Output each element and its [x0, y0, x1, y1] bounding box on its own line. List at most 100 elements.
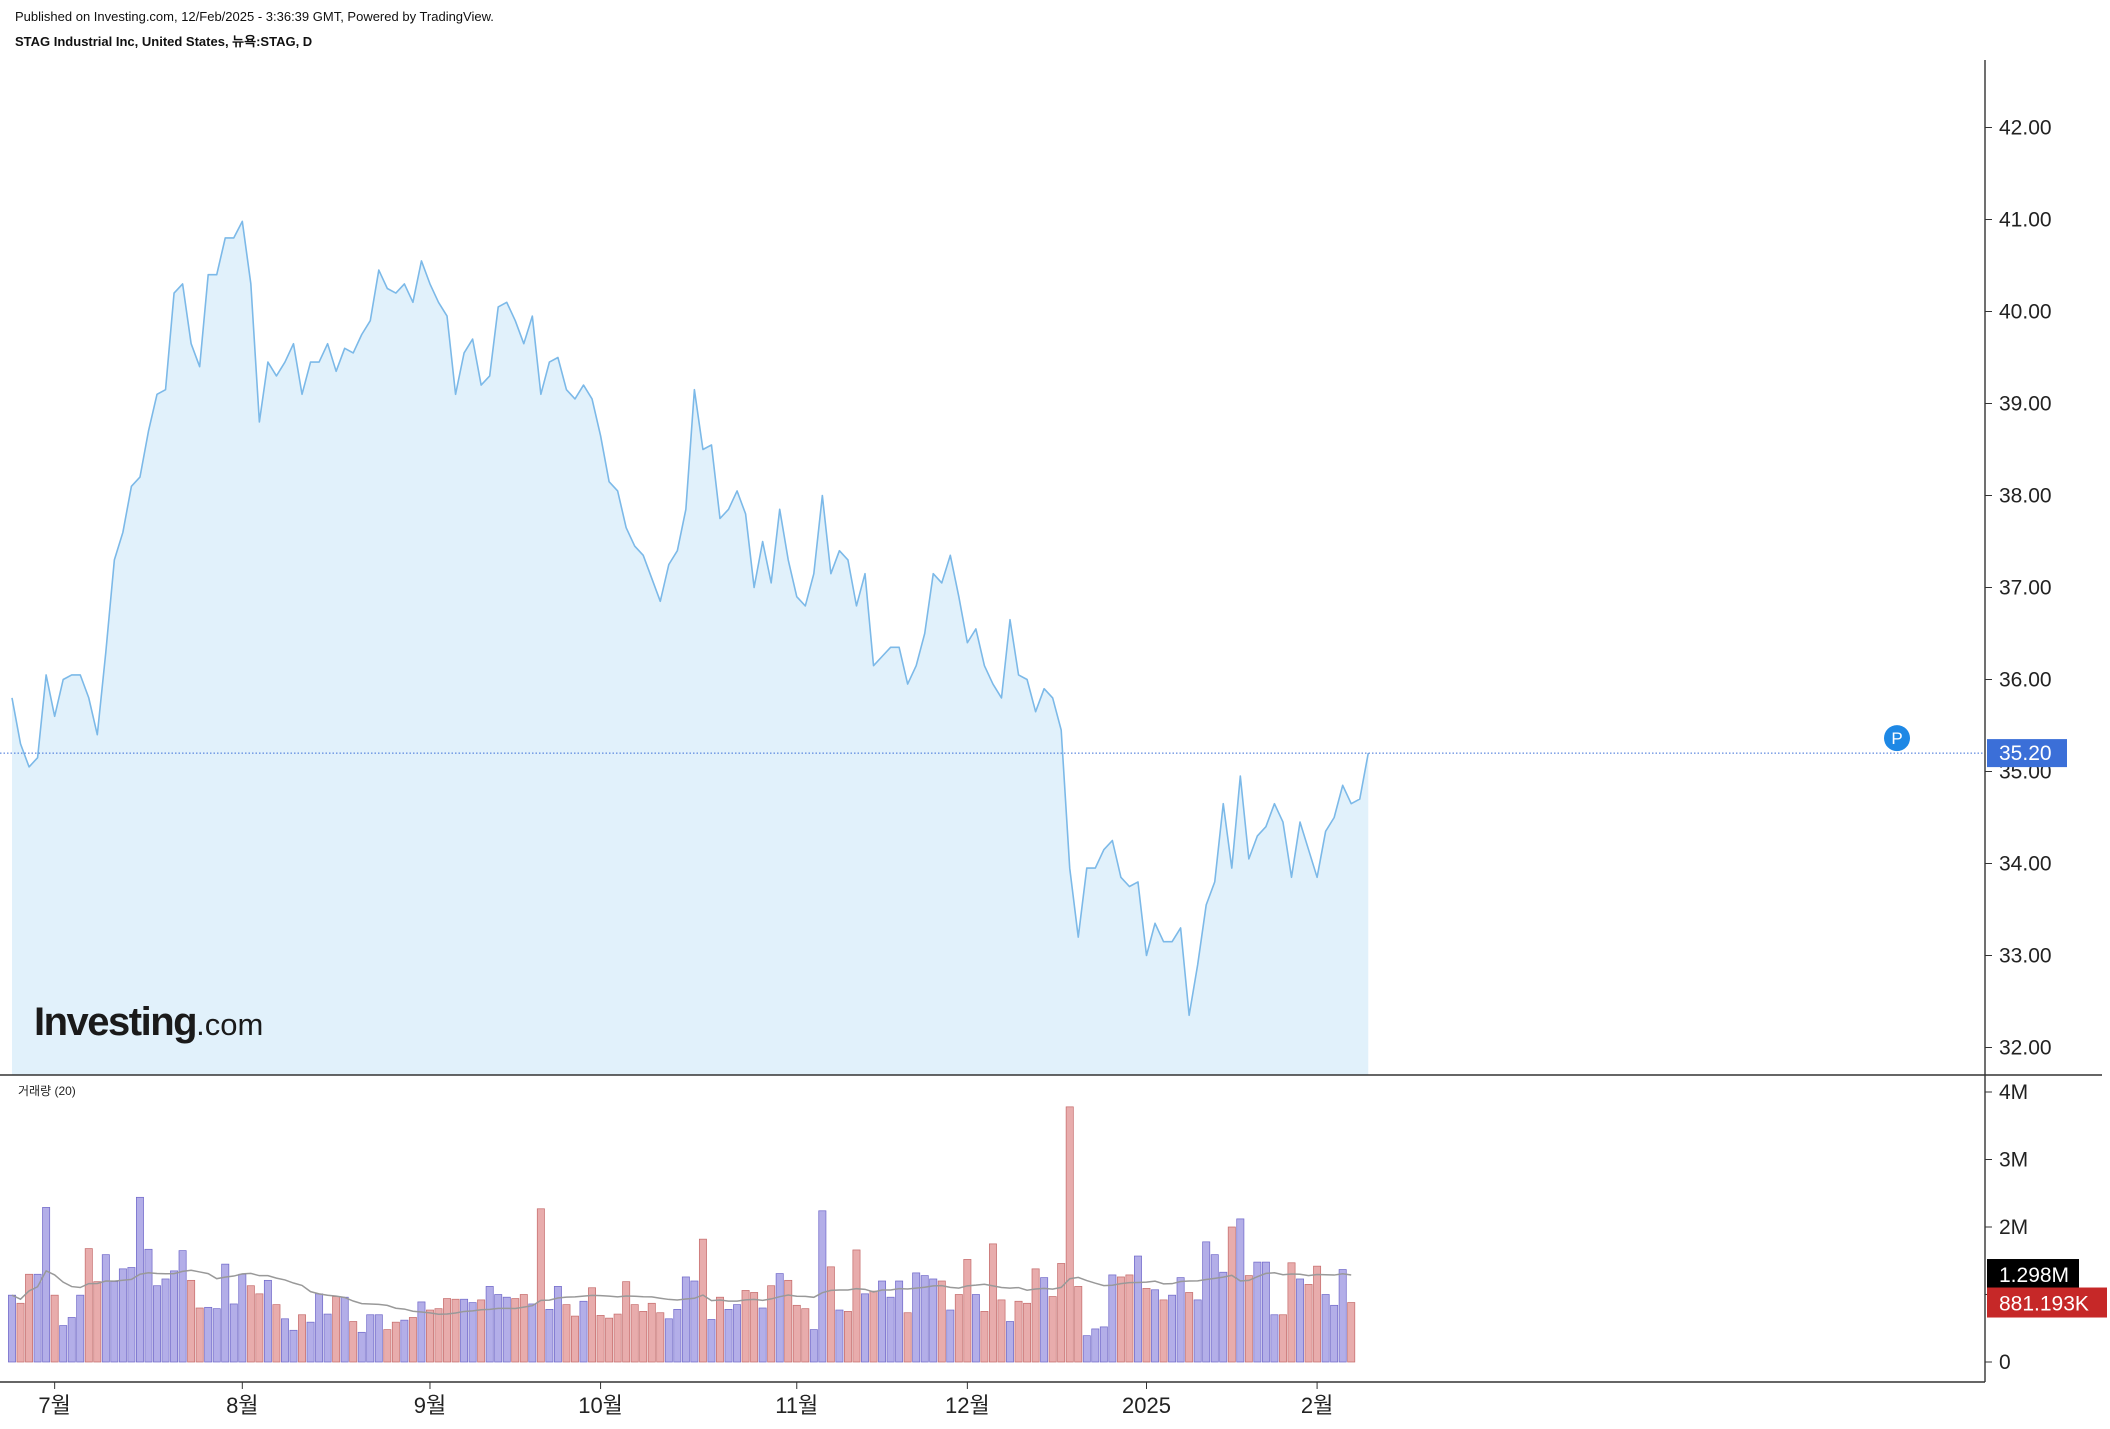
- volume-bar: [118, 1268, 127, 1363]
- volume-bar: [1330, 1304, 1339, 1363]
- volume-bar: [50, 1294, 59, 1363]
- volume-bar: [84, 1248, 93, 1363]
- volume-bar: [622, 1281, 631, 1363]
- volume-bar: [468, 1302, 477, 1363]
- volume-bar: [1065, 1106, 1074, 1363]
- volume-bar: [255, 1293, 264, 1363]
- volume-ma-value: 1.298M: [1999, 1264, 2069, 1287]
- volume-bar: [579, 1300, 588, 1363]
- volume-bar: [681, 1276, 690, 1363]
- volume-bar: [1006, 1321, 1014, 1363]
- price-tick-label: 40.00: [1999, 301, 2052, 324]
- volume-bar: [93, 1281, 102, 1363]
- price-line: [11, 220, 1370, 1017]
- volume-bar: [59, 1325, 68, 1363]
- volume-bar: [485, 1286, 494, 1363]
- price-tick-label: 37.00: [1999, 577, 2052, 600]
- volume-bar: [1099, 1326, 1108, 1363]
- volume-tick-label: 3M: [1999, 1149, 2028, 1172]
- volume-bar: [733, 1304, 742, 1363]
- price-tick-label: 39.00: [1999, 393, 2052, 416]
- volume-bar: [741, 1290, 750, 1363]
- volume-bar: [1210, 1254, 1219, 1363]
- volume-bar: [1219, 1271, 1228, 1363]
- volume-bar: [647, 1302, 656, 1363]
- volume-bar: [980, 1311, 989, 1363]
- volume-bar: [1193, 1299, 1202, 1363]
- volume-bar: [835, 1309, 844, 1363]
- volume-bar: [42, 1207, 51, 1363]
- volume-bar: [127, 1267, 136, 1363]
- price-marker[interactable]: [1884, 725, 1910, 752]
- volume-bar: [613, 1313, 622, 1363]
- price-area-fill: [12, 221, 1369, 1076]
- volume-tick-label: 2M: [1999, 1216, 2028, 1239]
- x-tick-label: 8월: [226, 1393, 258, 1418]
- volume-bar: [383, 1329, 392, 1363]
- last-price-value: 35.20: [1999, 742, 2052, 765]
- volume-bar: [852, 1249, 861, 1363]
- x-tick-label: 7월: [38, 1393, 70, 1418]
- volume-bar: [1261, 1261, 1270, 1363]
- volume-bar: [673, 1308, 682, 1363]
- volume-bar: [417, 1301, 426, 1363]
- volume-bar: [1091, 1328, 1100, 1363]
- volume-ma-line: [11, 1269, 1352, 1316]
- volume-bar: [229, 1303, 238, 1363]
- volume-bar: [136, 1196, 144, 1363]
- volume-bar: [289, 1329, 298, 1363]
- volume-bar: [843, 1311, 852, 1363]
- volume-bar: [1125, 1274, 1134, 1363]
- volume-bar: [511, 1298, 520, 1363]
- volume-bar: [408, 1317, 417, 1363]
- last-price-badge: [1987, 739, 2067, 768]
- volume-bar: [588, 1287, 596, 1363]
- volume-bar: [1227, 1226, 1236, 1363]
- volume-bar: [204, 1306, 213, 1363]
- volume-bar: [187, 1279, 196, 1363]
- symbol-title: STAG Industrial Inc, United States, 뉴욕:S…: [15, 34, 313, 49]
- volume-bar: [1202, 1241, 1211, 1363]
- volume-bar: [178, 1250, 187, 1363]
- volume-bar: [1347, 1302, 1356, 1363]
- volume-bar: [963, 1259, 972, 1363]
- price-tick-label: 32.00: [1999, 1037, 2052, 1060]
- volume-bar: [997, 1299, 1006, 1363]
- volume-bar: [1014, 1300, 1023, 1363]
- volume-bar: [801, 1308, 810, 1363]
- logo-suffix: .com: [196, 1007, 264, 1042]
- volume-bar: [16, 1302, 25, 1363]
- volume-indicator-label[interactable]: 거래량 (20): [18, 1084, 76, 1098]
- volume-bar: [886, 1296, 895, 1363]
- volume-last-badge: [1987, 1287, 2107, 1318]
- volume-bar: [281, 1318, 289, 1363]
- volume-bar: [758, 1307, 767, 1363]
- volume-bar: [988, 1243, 997, 1363]
- volume-bar: [784, 1279, 793, 1363]
- volume-bar: [323, 1313, 332, 1363]
- volume-bar: [67, 1317, 76, 1363]
- volume-bar: [8, 1294, 16, 1363]
- volume-bar: [528, 1303, 537, 1363]
- volume-bar: [451, 1298, 460, 1363]
- volume-bar: [1023, 1302, 1032, 1363]
- volume-last-value: 881.193K: [1999, 1293, 2089, 1316]
- volume-bar: [630, 1304, 639, 1363]
- volume-bar: [716, 1296, 724, 1363]
- volume-bar: [1116, 1276, 1125, 1363]
- volume-bar: [1048, 1296, 1057, 1363]
- volume-bar: [246, 1285, 255, 1363]
- volume-bar: [25, 1273, 34, 1363]
- volume-bar: [1082, 1335, 1091, 1363]
- volume-bar: [869, 1290, 878, 1363]
- x-tick-label: 11월: [775, 1393, 818, 1418]
- volume-bar: [400, 1319, 409, 1363]
- volume-bar: [775, 1273, 784, 1363]
- logo-wordmark: Investing: [34, 1000, 198, 1044]
- volume-bar: [1142, 1288, 1151, 1363]
- volume-bar: [494, 1294, 503, 1363]
- volume-bar: [221, 1263, 230, 1363]
- investing-logo: Investing.com: [34, 1000, 263, 1045]
- published-caption: Published on Investing.com, 12/Feb/2025 …: [15, 9, 494, 24]
- volume-bar: [818, 1210, 827, 1363]
